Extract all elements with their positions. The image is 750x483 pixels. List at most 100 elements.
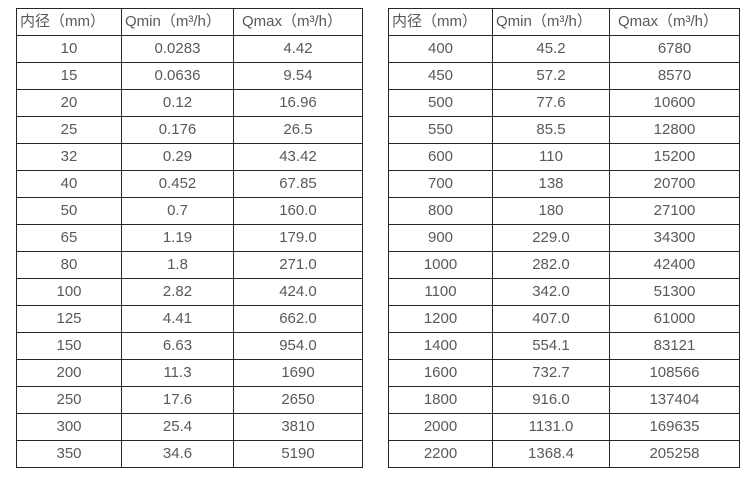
table-cell: 150 [16,332,122,360]
table-row: 100 2.82 424.0 [16,278,363,306]
table-cell: 1200 [388,305,493,333]
table-row: 500 77.6 10600 [388,89,740,117]
table-cell: 12800 [609,116,740,144]
table-cell: 200 [16,359,122,387]
table-row: 1800 916.0 137404 [388,386,740,414]
table-cell: 554.1 [492,332,610,360]
table-cell: 57.2 [492,62,610,90]
table-cell: 108566 [609,359,740,387]
table-cell: 732.7 [492,359,610,387]
table-cell: 20 [16,89,122,117]
table-cell: 205258 [609,440,740,468]
table-cell: 4.41 [121,305,234,333]
table-cell: 916.0 [492,386,610,414]
table-cell: 0.29 [121,143,234,171]
table-row: 2200 1368.4 205258 [388,440,740,468]
table-cell: 0.0283 [121,35,234,63]
table-row: 450 57.2 8570 [388,62,740,90]
table-cell: 1600 [388,359,493,387]
table-cell: 137404 [609,386,740,414]
flow-table-large-diameters: 内径（mm） Qmin（m³/h） Qmax（m³/h） 400 45.2 6780 450… [388,8,740,468]
table-cell: 51300 [609,278,740,306]
table-cell: 65 [16,224,122,252]
table-row: 1100 342.0 51300 [388,278,740,306]
table-cell: 282.0 [492,251,610,279]
table-cell: 3810 [233,413,363,441]
table-cell: 600 [388,143,493,171]
table-cell: 61000 [609,305,740,333]
table-row: 32 0.29 43.42 [16,143,363,171]
table-row: 2000 1131.0 169635 [388,413,740,441]
table-cell: 34.6 [121,440,234,468]
table-row: 200 11.3 1690 [16,359,363,387]
table-cell: 100 [16,278,122,306]
table-row: 800 180 27100 [388,197,740,225]
table-row: 80 1.8 271.0 [16,251,363,279]
table-cell: 0.0636 [121,62,234,90]
table-cell: 16.96 [233,89,363,117]
table-cell: 34300 [609,224,740,252]
table-row: 125 4.41 662.0 [16,305,363,333]
header-row: 内径（mm） Qmin（m³/h） Qmax（m³/h） [16,8,363,36]
table-row: 50 0.7 160.0 [16,197,363,225]
table-cell: 342.0 [492,278,610,306]
table-cell: 25 [16,116,122,144]
table-row: 250 17.6 2650 [16,386,363,414]
table-cell: 450 [388,62,493,90]
table-cell: 0.176 [121,116,234,144]
table-cell: 110 [492,143,610,171]
table-row: 550 85.5 12800 [388,116,740,144]
table-row: 350 34.6 5190 [16,440,363,468]
table-cell: 1690 [233,359,363,387]
table-cell: 27100 [609,197,740,225]
table-row: 20 0.12 16.96 [16,89,363,117]
table-row: 600 110 15200 [388,143,740,171]
table-cell: 229.0 [492,224,610,252]
table-cell: 300 [16,413,122,441]
table-cell: 0.12 [121,89,234,117]
table-row: 1600 732.7 108566 [388,359,740,387]
table-row: 400 45.2 6780 [388,35,740,63]
flow-table-small-diameters: 内径（mm） Qmin（m³/h） Qmax（m³/h） 10 0.0283 4.42 15… [16,8,363,468]
header-cell: Qmin（m³/h） [121,8,234,36]
table-cell: 800 [388,197,493,225]
table-cell: 0.452 [121,170,234,198]
table-cell: 8570 [609,62,740,90]
table-row: 15 0.0636 9.54 [16,62,363,90]
table-cell: 1000 [388,251,493,279]
header-cell: Qmax（m³/h） [233,8,363,36]
table-cell: 2650 [233,386,363,414]
table-row: 900 229.0 34300 [388,224,740,252]
table-cell: 2200 [388,440,493,468]
header-row: 内径（mm） Qmin（m³/h） Qmax（m³/h） [388,8,740,36]
table-cell: 954.0 [233,332,363,360]
table-cell: 32 [16,143,122,171]
table-cell: 1368.4 [492,440,610,468]
table-cell: 1800 [388,386,493,414]
table-row: 1400 554.1 83121 [388,332,740,360]
table-row: 1200 407.0 61000 [388,305,740,333]
table-cell: 550 [388,116,493,144]
table-cell: 125 [16,305,122,333]
table-cell: 6.63 [121,332,234,360]
tables-wrapper: 内径（mm） Qmin（m³/h） Qmax（m³/h） 10 0.0283 4.42 15… [16,8,740,468]
table-cell: 45.2 [492,35,610,63]
header-cell: Qmin（m³/h） [492,8,610,36]
header-cell: 内径（mm） [388,8,493,36]
table-cell: 180 [492,197,610,225]
table-row: 10 0.0283 4.42 [16,35,363,63]
table-cell: 1400 [388,332,493,360]
table-cell: 80 [16,251,122,279]
table-cell: 160.0 [233,197,363,225]
table-row: 150 6.63 954.0 [16,332,363,360]
table-cell: 500 [388,89,493,117]
table-cell: 85.5 [492,116,610,144]
table-row: 65 1.19 179.0 [16,224,363,252]
table-cell: 2000 [388,413,493,441]
table-cell: 0.7 [121,197,234,225]
table-cell: 10 [16,35,122,63]
table-cell: 138 [492,170,610,198]
table-cell: 1.8 [121,251,234,279]
table-cell: 169635 [609,413,740,441]
table-cell: 17.6 [121,386,234,414]
